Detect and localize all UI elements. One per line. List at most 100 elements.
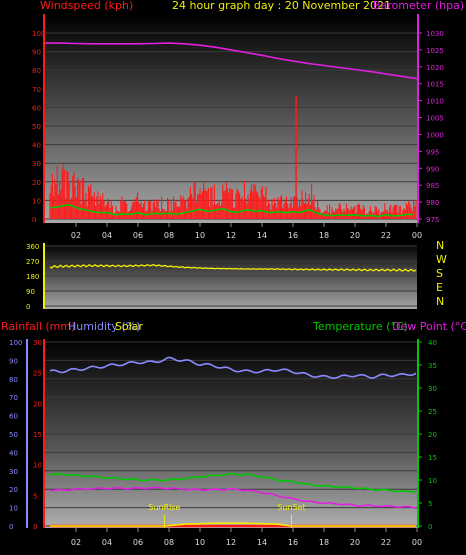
direction-tick-label: 180	[26, 273, 39, 281]
rainfall-tick-label: 30	[33, 339, 42, 347]
x-tick-label: 12	[226, 538, 236, 547]
x-tick-label: 04	[102, 231, 112, 240]
x-tick-label: 12	[226, 231, 236, 240]
temperature-tick-label: 0	[428, 523, 432, 531]
temperature-tick-label: 5	[428, 500, 432, 508]
solar-line	[50, 522, 416, 527]
wind-x-axis: 02 04 06 08 10 12 14 16 18 20 22 00	[71, 223, 422, 240]
barometer-tick-label: 1015	[426, 81, 444, 89]
x-tick-label: 00	[412, 538, 422, 547]
rainfall-tick-label: 20	[33, 400, 42, 408]
x-tick-label: 22	[381, 231, 391, 240]
humidity-line	[49, 356, 417, 380]
rainfall-tick-label: 10	[33, 462, 42, 470]
rainfall-tick-label: 0	[33, 523, 37, 531]
direction-series	[49, 264, 417, 272]
x-tick-label: 08	[164, 231, 174, 240]
compass-label: N	[436, 239, 444, 252]
chart-date-title: 24 hour graph day : 20 November 2021	[172, 0, 391, 12]
sunrise-label: SunRise	[148, 503, 180, 512]
temperature-series: SunRise SunSet	[49, 356, 417, 528]
x-tick-label: 14	[257, 231, 267, 240]
temperature-tick-label: 10	[428, 477, 437, 485]
direction-plot-grid	[45, 245, 417, 307]
wind-plot-background	[45, 14, 417, 223]
windspeed-tick-label: 50	[32, 123, 41, 131]
barometer-axis: 975 980 985 990 995 1000 1005 1010 1015 1020 1025 1…	[417, 14, 444, 224]
humidity-tick-label: 80	[9, 376, 18, 384]
windspeed-tick-label: 70	[32, 86, 41, 94]
compass-label: S	[436, 267, 443, 280]
x-tick-label: 20	[350, 231, 360, 240]
barometer-tick-label: 1020	[426, 64, 444, 72]
solar-axis-title: Solar	[115, 320, 144, 333]
x-tick-label: 10	[195, 538, 205, 547]
dewpoint-line	[49, 486, 417, 509]
barometer-tick-label: 1025	[426, 47, 444, 55]
windspeed-axis-title: Windspeed (kph)	[40, 0, 133, 12]
direction-tick-label: 270	[26, 258, 39, 266]
x-tick-label: 20	[350, 538, 360, 547]
x-tick-label: 06	[133, 231, 143, 240]
windspeed-tick-label: 0	[32, 216, 36, 224]
barometer-tick-label: 995	[426, 148, 439, 156]
x-tick-label: 02	[71, 538, 81, 547]
temperature-tick-label: 30	[428, 385, 437, 393]
x-tick-label: 02	[71, 231, 81, 240]
windspeed-tick-label: 10	[32, 197, 41, 205]
barometer-tick-label: 975	[426, 216, 439, 224]
compass-label: N	[436, 295, 444, 308]
humidity-tick-label: 20	[9, 486, 18, 494]
temperature-tick-label: 15	[428, 454, 437, 462]
barometer-axis-title: Barometer (hpa)	[373, 0, 464, 12]
sunset-label: SunSet	[277, 503, 305, 512]
humidity-tick-label: 100	[9, 339, 22, 347]
humidity-tick-label: 40	[9, 449, 18, 457]
windspeed-tick-label: 20	[32, 179, 41, 187]
x-tick-label: 04	[102, 538, 112, 547]
barometer-tick-label: 1010	[426, 98, 444, 106]
direction-tick-label: 360	[26, 243, 39, 251]
direction-line	[49, 264, 417, 272]
humidity-axis-title: Humidity (%)	[68, 320, 140, 333]
windspeed-tick-label: 30	[32, 160, 41, 168]
barometer-series	[45, 42, 418, 80]
temperature-axes: 0 10 20 30 40 50 60 70 80 90 100 0 5 10 15 20 25 30 0 5 10 15…	[9, 339, 437, 531]
x-tick-label: 08	[164, 538, 174, 547]
direction-axis: 0 90 180 270 360	[26, 243, 45, 311]
windspeed-tick-label: 90	[32, 49, 41, 57]
humidity-tick-label: 0	[9, 523, 13, 531]
barometer-tick-label: 1000	[426, 131, 444, 139]
temperature-tick-label: 40	[428, 339, 437, 347]
temperature-x-axis: 02 04 06 08 10 12 14 16 18 20 22 00	[71, 528, 422, 547]
x-tick-label: 00	[412, 231, 422, 240]
x-tick-label: 16	[288, 231, 298, 240]
direction-tick-label: 0	[26, 303, 30, 311]
humidity-tick-label: 90	[9, 357, 18, 365]
barometer-tick-label: 990	[426, 165, 439, 173]
windspeed-tick-label: 80	[32, 67, 41, 75]
dewpoint-axis-title: Dew Point (°C)	[392, 320, 466, 333]
temperature-tick-label: 20	[428, 431, 437, 439]
humidity-tick-label: 70	[9, 394, 18, 402]
compass-label: E	[436, 281, 443, 294]
windspeed-tick-label: 40	[32, 142, 41, 150]
x-tick-label: 18	[319, 231, 329, 240]
direction-tick-label: 90	[26, 288, 35, 296]
rainfall-axis-title: Rainfall (mm)	[1, 320, 75, 333]
barometer-tick-label: 1030	[426, 30, 444, 38]
temperature-tick-label: 35	[428, 362, 437, 370]
x-tick-label: 06	[133, 538, 143, 547]
temperature-tick-label: 25	[428, 408, 437, 416]
barometer-tick-label: 985	[426, 182, 439, 190]
x-tick-label: 22	[381, 538, 391, 547]
windspeed-series	[49, 96, 417, 219]
wind-average-line	[49, 204, 414, 218]
temperature-axis-title: Temperature (°C)	[312, 320, 408, 333]
x-tick-label: 18	[319, 538, 329, 547]
x-tick-label: 16	[288, 538, 298, 547]
rainfall-tick-label: 5	[33, 492, 37, 500]
barometer-line	[45, 42, 418, 80]
